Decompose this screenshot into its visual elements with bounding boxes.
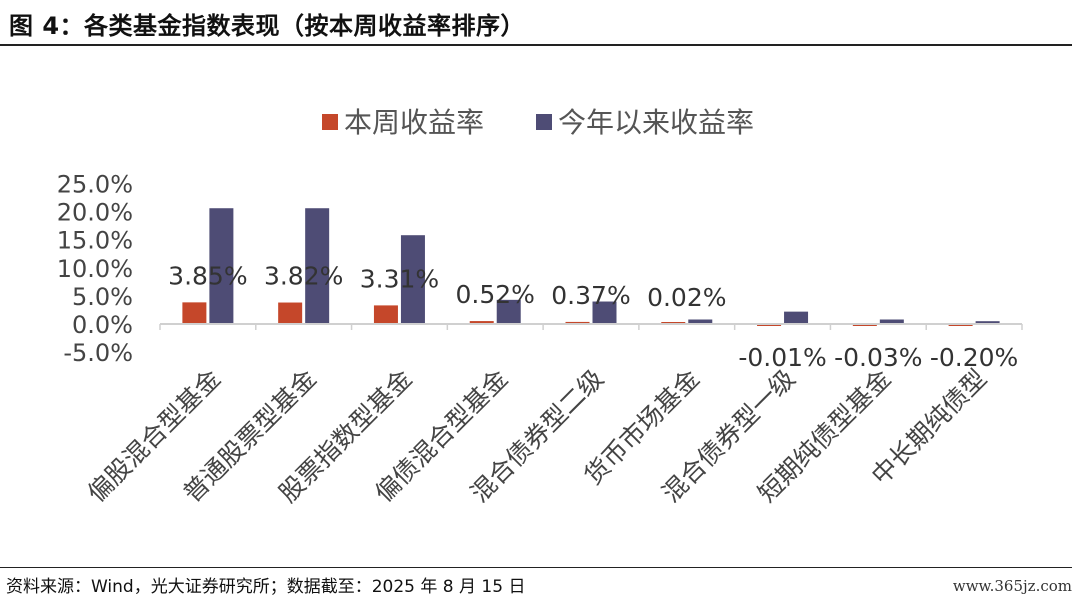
y-tick-label: -5.0% — [63, 339, 133, 367]
title-divider — [0, 44, 1072, 46]
bar-ytd — [496, 299, 521, 324]
bar-ytd — [879, 319, 904, 324]
bar-ytd — [592, 301, 617, 324]
bar-weekly — [278, 302, 303, 324]
data-label: 0.02% — [647, 283, 726, 312]
data-label: -0.01% — [738, 343, 826, 372]
bar-weekly — [182, 302, 207, 324]
data-label: 0.52% — [456, 280, 535, 309]
bar-weekly — [565, 321, 590, 324]
y-tick-label: 25.0% — [57, 171, 133, 199]
data-label: -0.03% — [834, 343, 922, 372]
bar-ytd — [400, 235, 425, 324]
source-note: 资料来源：Wind，光大证券研究所；数据截至：2025 年 8 月 15 日 — [6, 577, 526, 597]
y-tick-label: 15.0% — [57, 227, 133, 255]
category-labels: 偏股混合型基金普通股票型基金股票指数型基金偏债混合型基金混合债券型二级货币市场基… — [82, 364, 992, 508]
bar-series — [182, 208, 1000, 326]
y-tick-label: 20.0% — [57, 199, 133, 227]
data-label: 3.31% — [360, 264, 439, 293]
legend-label-weekly: 本周收益率 — [344, 106, 484, 139]
data-label: 3.85% — [168, 261, 247, 290]
figure-title: 图 4：各类基金指数表现（按本周收益率排序） — [9, 12, 526, 40]
bar-weekly — [469, 321, 494, 324]
data-label: 0.37% — [551, 281, 630, 310]
legend-swatch-weekly — [322, 114, 338, 130]
data-label: 3.82% — [264, 262, 343, 291]
bar-ytd — [209, 208, 234, 324]
y-tick-label: 10.0% — [57, 255, 133, 283]
watermark: www.365jz.com — [952, 577, 1072, 595]
legend-label-ytd: 今年以来收益率 — [558, 106, 754, 139]
y-axis: -5.0%0.0%5.0%10.0%15.0%20.0%25.0% — [57, 171, 133, 368]
x-axis — [159, 323, 1023, 330]
legend-swatch-ytd — [536, 114, 552, 130]
data-label: -0.20% — [930, 343, 1018, 372]
bar-ytd — [688, 319, 713, 324]
data-labels: 3.85% 3.82% 3.31% 0.52% 0.37% 0.02% -0.01% -0.0… — [168, 261, 1018, 372]
bar-ytd — [784, 311, 809, 324]
y-tick-label: 5.0% — [72, 283, 133, 311]
bar-weekly — [373, 305, 398, 324]
footer-divider — [0, 567, 1072, 568]
bar-ytd — [305, 208, 330, 324]
y-tick-label: 0.0% — [72, 311, 133, 339]
bar-ytd — [975, 321, 1000, 324]
chart-legend: 本周收益率 今年以来收益率 — [322, 106, 754, 139]
